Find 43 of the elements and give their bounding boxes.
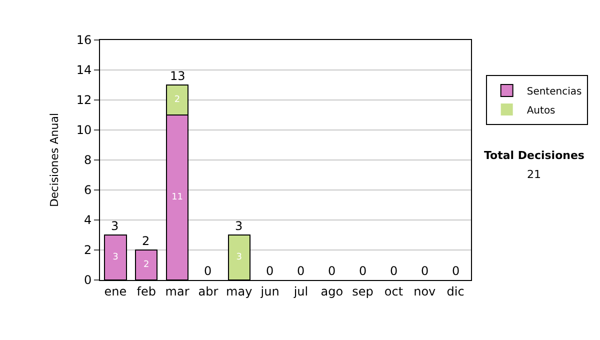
data-label: 11	[172, 192, 184, 202]
y-tick-label: 16	[76, 33, 92, 48]
total-label: 0	[204, 264, 212, 278]
x-tick-label: abr	[198, 284, 218, 298]
text: 21	[527, 168, 541, 181]
x-tick-label: feb	[136, 284, 156, 298]
total-label: 0	[297, 264, 305, 278]
x-tick-label: may	[226, 284, 252, 298]
legend-label: Autos	[526, 105, 556, 116]
y-tick-label: 8	[84, 153, 92, 168]
data-label: 2	[144, 260, 150, 270]
x-tick-label: dic	[446, 284, 464, 298]
total-label: 0	[328, 264, 336, 278]
total-label: 0	[390, 264, 398, 278]
y-tick-label: 2	[84, 243, 92, 258]
total-label: 0	[266, 264, 274, 278]
x-tick-label: nov	[414, 284, 436, 298]
x-tick-label: ene	[104, 284, 127, 298]
total-label: 0	[359, 264, 367, 278]
y-tick-label: 6	[84, 183, 92, 198]
data-label: 3	[112, 252, 118, 262]
total-label: 3	[235, 219, 243, 233]
total-label: 0	[421, 264, 429, 278]
x-tick-label: sep	[352, 284, 374, 298]
y-tick-label: 12	[76, 93, 92, 108]
data-label: 2	[174, 95, 180, 105]
y-axis-title: Decisiones Anual	[48, 112, 61, 208]
x-tick-label: oct	[384, 284, 404, 298]
y-tick-label: 10	[76, 123, 92, 138]
legend-label: Sentencias	[526, 86, 582, 98]
total-label: 3	[111, 219, 119, 233]
y-tick-label: 4	[84, 213, 92, 228]
total-label: 0	[452, 264, 460, 278]
y-tick-label: 0	[84, 273, 92, 288]
y-tick-label: 14	[76, 63, 92, 78]
x-tick-label: mar	[165, 284, 190, 298]
x-tick-label: jun	[260, 284, 280, 298]
data-label: 3	[236, 252, 242, 262]
total-label: 13	[170, 69, 186, 83]
x-tick-label: jul	[292, 284, 308, 298]
x-tick-label: ago	[320, 284, 344, 298]
total-label: 2	[142, 234, 150, 248]
text: Total Decisiones	[484, 149, 585, 162]
